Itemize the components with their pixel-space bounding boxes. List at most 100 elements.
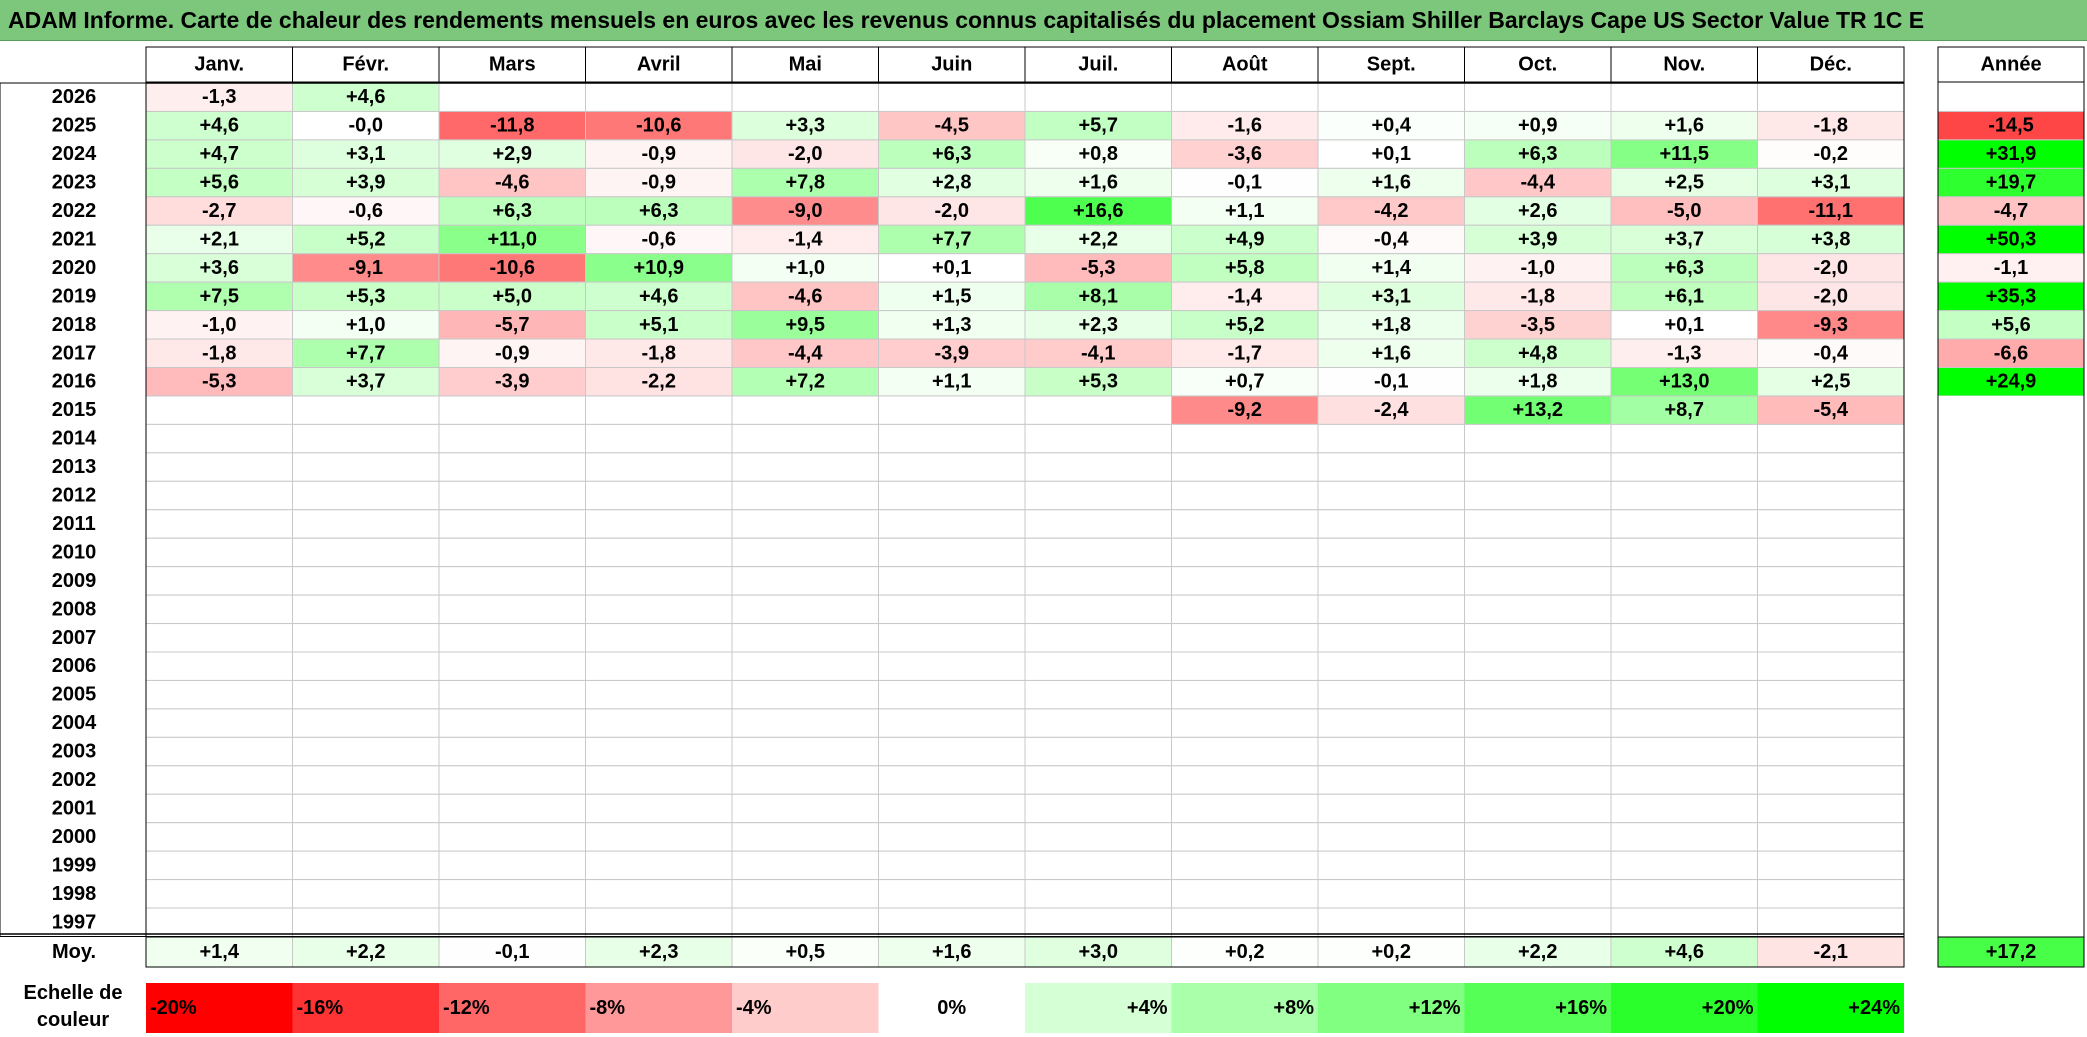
heatmap-cell xyxy=(438,509,586,539)
cell-value: +3,1 xyxy=(1372,285,1411,307)
heatmap-cell xyxy=(145,509,293,539)
cell-value: -1,3 xyxy=(202,86,236,108)
heatmap-cell xyxy=(878,679,1026,710)
cell-value: +6,3 xyxy=(639,200,678,222)
heatmap-cell xyxy=(878,736,1026,767)
heatmap-cell xyxy=(1171,452,1319,482)
heatmap-cell xyxy=(1317,850,1465,881)
heatmap-cell xyxy=(1171,822,1319,852)
annual-cell xyxy=(1938,765,2084,795)
heatmap-cell xyxy=(1757,765,1905,795)
cell-value: -0,1 xyxy=(1228,172,1262,194)
cell-value: +7,8 xyxy=(786,172,825,194)
heatmap-cell xyxy=(145,879,293,909)
heatmap-cell xyxy=(1757,623,1905,653)
cell-value: -3,9 xyxy=(935,342,969,364)
cell-value: -2,0 xyxy=(935,200,969,222)
heatmap-cell xyxy=(1024,623,1172,653)
year-label: 2010 xyxy=(52,541,97,563)
annual-cell xyxy=(1938,566,2084,596)
heatmap-cell xyxy=(1171,879,1319,909)
month-header-cell xyxy=(1464,46,1612,83)
avg-value: +3,0 xyxy=(1079,941,1118,963)
heatmap-cell xyxy=(878,423,1026,454)
avg-cell xyxy=(1464,936,1612,968)
legend-swatch xyxy=(732,983,879,1033)
cell-value: +1,1 xyxy=(932,371,971,393)
year-label: 2019 xyxy=(52,285,97,307)
heatmap-cell xyxy=(145,367,293,397)
cell-value: -1,6 xyxy=(1228,115,1262,137)
heatmap-cell xyxy=(1171,793,1319,824)
heatmap-cell xyxy=(1024,452,1172,482)
heatmap-cell xyxy=(1024,765,1172,795)
heatmap-cell xyxy=(1757,679,1905,710)
heatmap-cell xyxy=(1317,452,1465,482)
heatmap-cell xyxy=(585,338,733,368)
cell-value: +5,0 xyxy=(493,285,532,307)
heatmap-cell xyxy=(1610,196,1758,226)
heatmap-cell xyxy=(292,651,440,681)
heatmap-cell xyxy=(1317,196,1465,226)
annual-cell xyxy=(1938,879,2084,909)
heatmap-cell xyxy=(1610,253,1758,283)
heatmap-cell xyxy=(1464,907,1612,937)
cell-value: +9,5 xyxy=(786,314,825,336)
heatmap-cell xyxy=(292,765,440,795)
heatmap-cell xyxy=(585,423,733,454)
cell-value: -9,0 xyxy=(788,200,822,222)
heatmap-cell xyxy=(1024,879,1172,909)
heatmap-cell xyxy=(438,736,586,767)
heatmap-cell xyxy=(731,623,879,653)
legend-swatch xyxy=(292,983,439,1033)
heatmap-cell xyxy=(1610,281,1758,312)
heatmap-cell xyxy=(1610,452,1758,482)
heatmap-cell xyxy=(1171,679,1319,710)
cell-value: -3,6 xyxy=(1228,143,1262,165)
heatmap-cell xyxy=(585,907,733,937)
heatmap-cell xyxy=(585,765,733,795)
heatmap-cell xyxy=(1171,623,1319,653)
heatmap-cell xyxy=(438,793,586,824)
heatmap-cell xyxy=(1610,879,1758,909)
heatmap-cell xyxy=(438,907,586,937)
avg-cell xyxy=(438,936,586,968)
heatmap-cell xyxy=(1464,253,1612,283)
month-header-label: Mai xyxy=(789,54,822,76)
heatmap-cell xyxy=(292,623,440,653)
heatmap-cell xyxy=(1464,367,1612,397)
annual-value: -6,6 xyxy=(1994,342,2028,364)
heatmap-cell xyxy=(1610,793,1758,824)
heatmap-cell xyxy=(731,679,879,710)
year-label: 2015 xyxy=(52,399,97,421)
heatmap-cell xyxy=(1171,566,1319,596)
cell-value: -5,3 xyxy=(202,371,236,393)
heatmap-cell xyxy=(1024,651,1172,681)
heatmap-cell xyxy=(1024,253,1172,283)
cell-value: +6,3 xyxy=(1665,257,1704,279)
cell-value: +0,1 xyxy=(932,257,971,279)
annual-cell xyxy=(1938,424,2084,453)
heatmap-cell xyxy=(878,850,1026,881)
avg-row-label: Moy. xyxy=(52,941,96,963)
heatmap-cell xyxy=(731,310,879,340)
heatmap-cell xyxy=(585,110,733,141)
cell-value: -2,7 xyxy=(202,200,236,222)
legend-swatch xyxy=(146,983,293,1033)
cell-value: +13,2 xyxy=(1512,399,1563,421)
heatmap-cell xyxy=(1757,879,1905,909)
heatmap-cell xyxy=(1464,679,1612,710)
heatmap-cell xyxy=(1024,907,1172,937)
heatmap-cell xyxy=(292,509,440,539)
month-header-cell xyxy=(731,46,879,83)
heatmap-cell xyxy=(292,395,440,425)
cell-value: -0,4 xyxy=(1814,342,1849,364)
heatmap-cell xyxy=(585,793,733,824)
heatmap-cell xyxy=(438,765,586,795)
heatmap-cell xyxy=(1757,480,1905,511)
heatmap-cell xyxy=(1464,110,1612,141)
legend-swatch xyxy=(1464,983,1611,1033)
heatmap-cell xyxy=(585,708,733,738)
heatmap-cell xyxy=(145,224,293,255)
